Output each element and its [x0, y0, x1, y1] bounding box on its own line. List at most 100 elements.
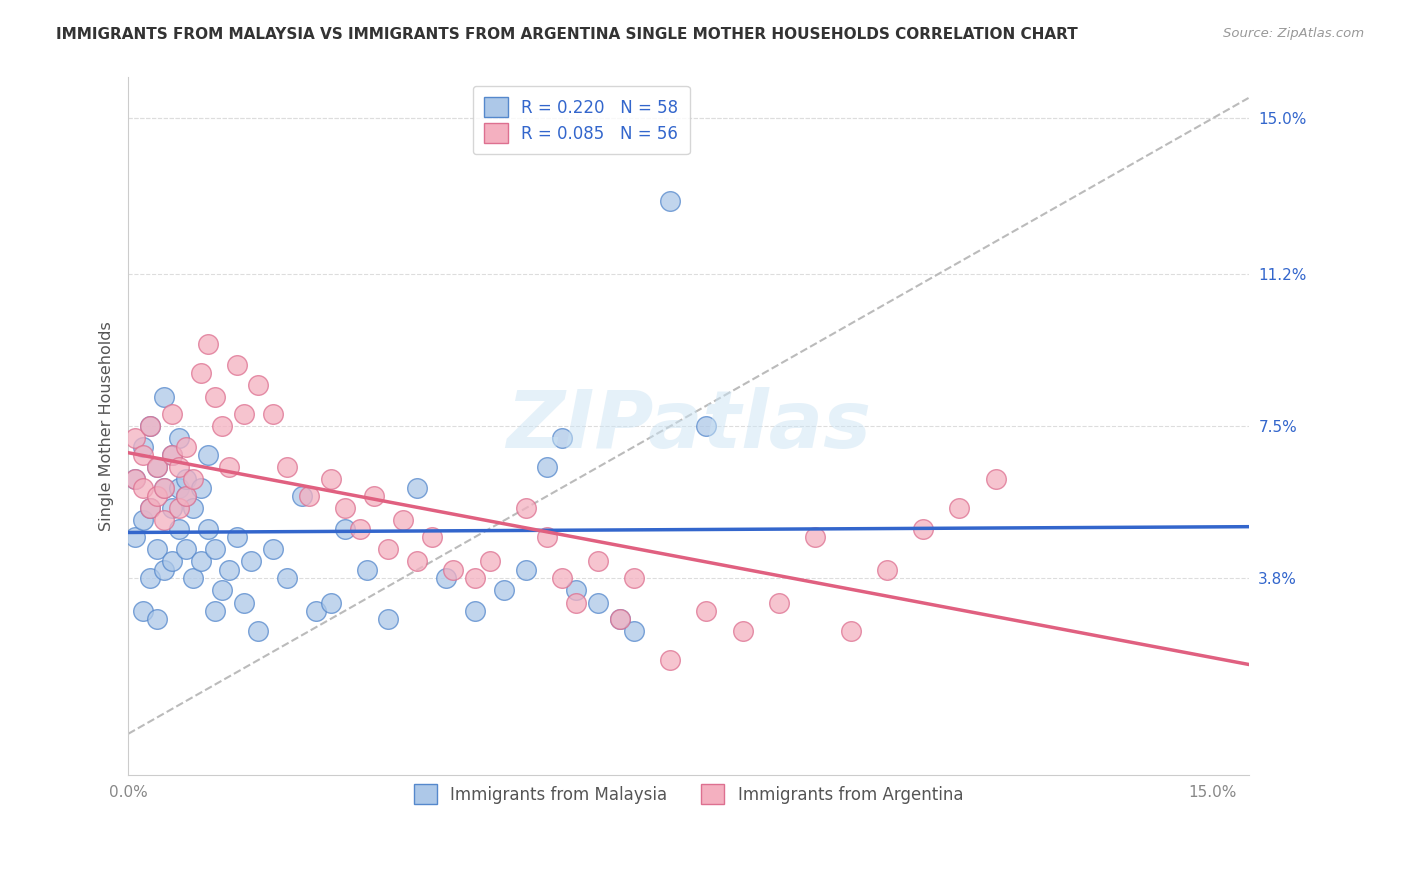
- Point: [174, 440, 197, 454]
- Point: [174, 473, 197, 487]
- Point: [131, 448, 153, 462]
- Point: [363, 489, 385, 503]
- Point: [146, 489, 169, 503]
- Point: [804, 530, 827, 544]
- Point: [276, 571, 298, 585]
- Point: [153, 391, 176, 405]
- Point: [197, 522, 219, 536]
- Point: [124, 473, 146, 487]
- Point: [349, 522, 371, 536]
- Point: [167, 522, 190, 536]
- Point: [139, 501, 162, 516]
- Point: [876, 563, 898, 577]
- Point: [443, 563, 465, 577]
- Point: [131, 604, 153, 618]
- Point: [609, 612, 631, 626]
- Point: [174, 542, 197, 557]
- Text: Source: ZipAtlas.com: Source: ZipAtlas.com: [1223, 27, 1364, 40]
- Point: [124, 530, 146, 544]
- Point: [319, 473, 342, 487]
- Point: [695, 419, 717, 434]
- Point: [695, 604, 717, 618]
- Point: [406, 481, 429, 495]
- Point: [731, 624, 754, 639]
- Point: [160, 554, 183, 568]
- Point: [139, 419, 162, 434]
- Point: [768, 595, 790, 609]
- Point: [181, 473, 204, 487]
- Point: [377, 612, 399, 626]
- Point: [167, 481, 190, 495]
- Point: [912, 522, 935, 536]
- Point: [839, 624, 862, 639]
- Point: [160, 448, 183, 462]
- Point: [204, 604, 226, 618]
- Point: [204, 391, 226, 405]
- Point: [146, 542, 169, 557]
- Point: [298, 489, 321, 503]
- Point: [232, 407, 254, 421]
- Point: [131, 440, 153, 454]
- Point: [153, 563, 176, 577]
- Legend: Immigrants from Malaysia, Immigrants from Argentina: Immigrants from Malaysia, Immigrants fro…: [402, 772, 974, 815]
- Point: [167, 432, 190, 446]
- Point: [153, 481, 176, 495]
- Point: [565, 595, 588, 609]
- Point: [377, 542, 399, 557]
- Point: [276, 460, 298, 475]
- Point: [240, 554, 263, 568]
- Point: [536, 530, 558, 544]
- Point: [174, 489, 197, 503]
- Point: [131, 513, 153, 527]
- Point: [247, 378, 270, 392]
- Point: [515, 563, 537, 577]
- Point: [984, 473, 1007, 487]
- Point: [262, 407, 284, 421]
- Point: [160, 407, 183, 421]
- Point: [356, 563, 378, 577]
- Point: [464, 571, 486, 585]
- Point: [190, 366, 212, 380]
- Point: [420, 530, 443, 544]
- Point: [197, 337, 219, 351]
- Point: [291, 489, 314, 503]
- Point: [586, 595, 609, 609]
- Text: IMMIGRANTS FROM MALAYSIA VS IMMIGRANTS FROM ARGENTINA SINGLE MOTHER HOUSEHOLDS C: IMMIGRANTS FROM MALAYSIA VS IMMIGRANTS F…: [56, 27, 1078, 42]
- Text: ZIPatlas: ZIPatlas: [506, 387, 870, 465]
- Point: [392, 513, 415, 527]
- Point: [211, 419, 233, 434]
- Point: [225, 530, 247, 544]
- Point: [333, 501, 356, 516]
- Point: [623, 571, 645, 585]
- Point: [319, 595, 342, 609]
- Point: [494, 583, 516, 598]
- Point: [146, 612, 169, 626]
- Point: [139, 501, 162, 516]
- Point: [659, 194, 682, 208]
- Point: [146, 460, 169, 475]
- Point: [190, 554, 212, 568]
- Point: [131, 481, 153, 495]
- Point: [197, 448, 219, 462]
- Point: [551, 432, 574, 446]
- Point: [153, 513, 176, 527]
- Point: [609, 612, 631, 626]
- Point: [464, 604, 486, 618]
- Point: [160, 448, 183, 462]
- Point: [586, 554, 609, 568]
- Point: [333, 522, 356, 536]
- Point: [406, 554, 429, 568]
- Point: [551, 571, 574, 585]
- Point: [659, 653, 682, 667]
- Point: [434, 571, 457, 585]
- Point: [218, 460, 240, 475]
- Point: [623, 624, 645, 639]
- Point: [181, 571, 204, 585]
- Point: [181, 501, 204, 516]
- Point: [124, 473, 146, 487]
- Point: [218, 563, 240, 577]
- Point: [262, 542, 284, 557]
- Point: [536, 460, 558, 475]
- Point: [232, 595, 254, 609]
- Point: [160, 501, 183, 516]
